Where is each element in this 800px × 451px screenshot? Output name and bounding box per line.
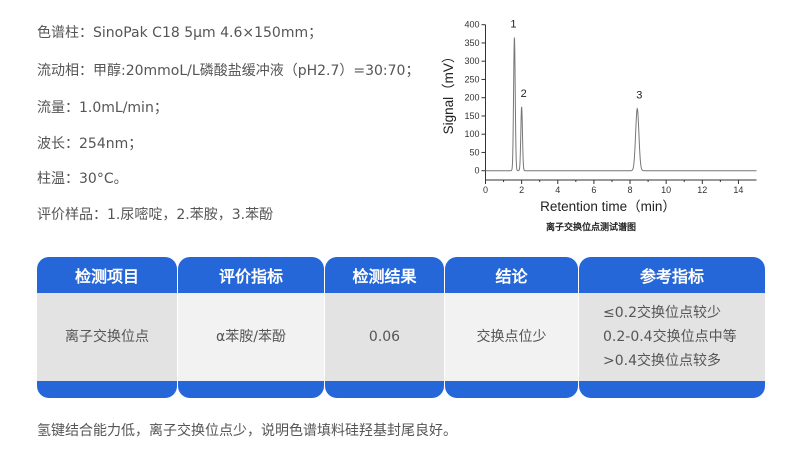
y-tick-label: 250 bbox=[464, 74, 479, 84]
reference-mid: 0.2-0.4交换位点中等 bbox=[603, 329, 737, 345]
column-conclusion: 结论 交换点位少 bbox=[445, 257, 578, 398]
column-reference: 参考指标 ≤0.2交换位点较少 0.2-0.4交换位点中等 >0.4交换位点较多 bbox=[579, 257, 765, 398]
condition-column: 色谱柱：SinoPak C18 5μm 4.6×150mm； bbox=[37, 25, 323, 41]
column-index: 评价指标 α苯胺/苯酚 bbox=[178, 257, 324, 398]
x-tick-label: 8 bbox=[628, 185, 633, 195]
condition-wavelength: 波长：254nm； bbox=[37, 136, 143, 152]
header-reference: 参考指标 bbox=[579, 257, 765, 293]
reference-low: ≤0.2交换位点较少 bbox=[603, 305, 721, 321]
header-result: 检测结果 bbox=[325, 257, 444, 293]
y-tick-label: 50 bbox=[469, 147, 479, 157]
y-tick-label: 200 bbox=[464, 93, 479, 103]
condition-flow: 流量：1.0mL/min； bbox=[37, 100, 168, 116]
y-axis-label: Signal（mV） bbox=[441, 50, 456, 135]
y-tick-label: 0 bbox=[474, 166, 479, 176]
cell-result: 0.06 bbox=[325, 293, 444, 381]
y-tick-label: 350 bbox=[464, 38, 479, 48]
x-tick-label: 10 bbox=[661, 185, 671, 195]
condition-mobile-phase: 流动相：甲醇:20mmoL/L磷酸盐缓冲液（pH2.7）=30:70； bbox=[37, 63, 420, 79]
cell-reference: ≤0.2交换位点较少 0.2-0.4交换位点中等 >0.4交换位点较多 bbox=[579, 293, 765, 381]
reference-list: ≤0.2交换位点较少 0.2-0.4交换位点中等 >0.4交换位点较多 bbox=[603, 301, 737, 373]
chart-title: 离子交换位点测试谱图 bbox=[546, 221, 636, 233]
cell-index: α苯胺/苯酚 bbox=[178, 293, 324, 381]
x-tick-label: 2 bbox=[519, 185, 524, 195]
y-tick-label: 100 bbox=[464, 129, 479, 139]
y-tick-label: 150 bbox=[464, 111, 479, 121]
header-conclusion: 结论 bbox=[445, 257, 578, 293]
condition-samples: 评价样品：1.尿嘧啶，2.苯胺，3.苯酚 bbox=[37, 207, 274, 223]
column-footer-band bbox=[445, 381, 578, 398]
condition-temperature: 柱温：30°C。 bbox=[37, 171, 128, 187]
column-footer-band bbox=[178, 381, 324, 398]
cell-conclusion: 交换点位少 bbox=[445, 293, 578, 381]
chromatogram-trace bbox=[485, 37, 757, 172]
column-result: 检测结果 0.06 bbox=[325, 257, 444, 398]
peak-label: 2 bbox=[521, 88, 527, 100]
footer-note: 氢键结合能力低，离子交换位点少，说明色谱填料硅羟基封尾良好。 bbox=[37, 423, 457, 439]
x-axis-label: Retention time（min） bbox=[540, 199, 676, 214]
y-tick-label: 400 bbox=[464, 20, 479, 30]
header-item: 检测项目 bbox=[37, 257, 177, 293]
x-tick-label: 0 bbox=[483, 185, 488, 195]
results-table: 检测项目 离子交换位点 评价指标 α苯胺/苯酚 检测结果 0.06 结论 交换点… bbox=[37, 257, 765, 398]
column-footer-band bbox=[579, 381, 765, 398]
column-footer-band bbox=[325, 381, 444, 398]
x-tick-label: 12 bbox=[697, 185, 707, 195]
header-index: 评价指标 bbox=[178, 257, 324, 293]
reference-high: >0.4交换位点较多 bbox=[603, 353, 721, 369]
cell-item: 离子交换位点 bbox=[37, 293, 177, 381]
column-footer-band bbox=[37, 381, 177, 398]
x-tick-label: 14 bbox=[733, 185, 743, 195]
y-tick-label: 300 bbox=[464, 56, 479, 66]
x-tick-label: 4 bbox=[555, 185, 560, 195]
column-item: 检测项目 离子交换位点 bbox=[37, 257, 177, 398]
peak-label: 1 bbox=[510, 18, 516, 30]
peak-label: 3 bbox=[636, 90, 642, 102]
x-tick-label: 6 bbox=[591, 185, 596, 195]
